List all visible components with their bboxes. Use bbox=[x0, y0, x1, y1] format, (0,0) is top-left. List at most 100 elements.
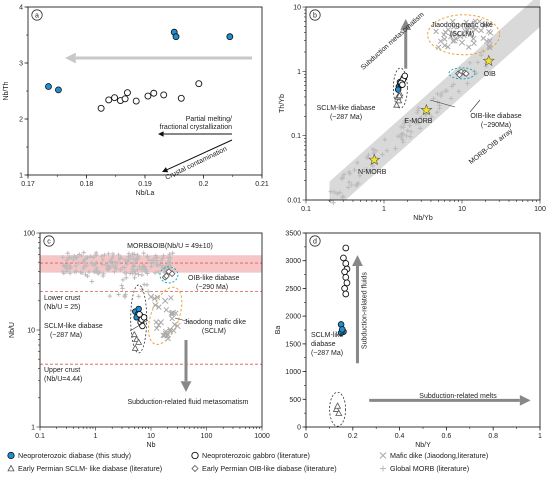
data-point-gabbro bbox=[342, 290, 350, 298]
y-tick-label: 1000 bbox=[285, 369, 301, 376]
data-point-morb bbox=[126, 251, 132, 256]
data-point-sclm bbox=[396, 91, 403, 99]
data-point-morb bbox=[456, 89, 462, 94]
data-point-jiaodong bbox=[458, 22, 464, 29]
panel-letter: c bbox=[47, 239, 51, 246]
data-point-morb bbox=[136, 294, 141, 299]
data-point-morb bbox=[94, 252, 99, 258]
y-tick-label: 3000 bbox=[285, 258, 301, 265]
data-point-jiaodong bbox=[470, 35, 477, 42]
data-point-gabbro bbox=[341, 268, 348, 276]
data-point-morb bbox=[107, 293, 113, 299]
data-point-morb bbox=[408, 119, 414, 124]
trend-arrow-gray-head bbox=[65, 52, 76, 64]
clip-bottom bbox=[296, 200, 550, 230]
data-point-sclm bbox=[135, 338, 143, 345]
data-point-jiaodong bbox=[171, 321, 178, 328]
data-point-morb bbox=[160, 256, 165, 261]
data-point-jiaodong bbox=[450, 18, 456, 25]
data-point-morb bbox=[112, 269, 117, 274]
leader-sclm bbox=[129, 319, 149, 332]
data-point-morb bbox=[158, 258, 164, 264]
crustal-contamination-arrow-head bbox=[162, 167, 169, 173]
data-point-morb bbox=[339, 176, 345, 182]
data-point-jiaodong bbox=[482, 22, 488, 29]
data-point-morb bbox=[168, 255, 173, 261]
annotation-fluid-metasomatism: Subduction-related fluid metasomatism bbox=[127, 399, 248, 406]
y-tick-label: 10 bbox=[293, 5, 301, 12]
annotation-morb-oib: MORB&OIB(Nb/U = 49±10) bbox=[127, 243, 213, 250]
data-point-morb bbox=[116, 252, 121, 258]
data-point-diabase bbox=[55, 86, 62, 94]
data-point-jiaodong bbox=[437, 38, 444, 44]
data-point-morb bbox=[159, 263, 165, 268]
data-point-jiaodong bbox=[450, 38, 456, 44]
reference-label-nmorb: N-MORB bbox=[358, 169, 387, 176]
y-axis-label: Nb/U bbox=[9, 322, 16, 338]
x-tick-label: 10 bbox=[458, 206, 466, 213]
data-point-morb bbox=[407, 123, 413, 128]
data-point-morb bbox=[79, 270, 85, 276]
data-point-morb bbox=[89, 279, 94, 284]
data-point-jiaodong bbox=[465, 44, 472, 50]
data-point-morb bbox=[352, 167, 357, 173]
data-point-jiaodong bbox=[449, 30, 456, 37]
data-point-morb bbox=[119, 283, 124, 288]
x-tick-label: 0.4 bbox=[395, 433, 405, 440]
data-point-morb bbox=[100, 257, 106, 263]
reference-star bbox=[482, 54, 495, 67]
data-point-morb bbox=[120, 277, 126, 283]
data-point-sclm bbox=[332, 405, 340, 412]
fluid-metasomatism-arrow-head bbox=[180, 381, 192, 392]
data-point-morb bbox=[94, 265, 100, 271]
data-point-gabbro bbox=[105, 96, 113, 104]
annotation-subduction-metasomatism: Subduction metasomatism bbox=[360, 11, 426, 72]
data-point-oib bbox=[163, 272, 170, 280]
data-point-morb bbox=[382, 137, 388, 142]
data-point-morb bbox=[61, 271, 66, 276]
legend-label: Neoproterozoic diabase (this study) bbox=[18, 451, 131, 460]
data-point-gabbro bbox=[401, 72, 409, 80]
data-point-morb bbox=[151, 260, 157, 266]
data-point-sclm bbox=[395, 97, 403, 104]
data-point-morb bbox=[429, 114, 434, 120]
data-point-gabbro bbox=[160, 91, 168, 99]
data-point-gabbro bbox=[399, 81, 406, 88]
data-point-jiaodong bbox=[154, 294, 161, 301]
plot-frame bbox=[305, 6, 541, 201]
data-point-morb bbox=[373, 148, 379, 154]
data-point-morb bbox=[118, 267, 123, 273]
data-point-morb bbox=[354, 183, 359, 189]
data-point-morb bbox=[115, 260, 121, 266]
data-point-sclm bbox=[7, 464, 15, 472]
y-tick-label: 2 bbox=[19, 117, 23, 124]
data-point-morb bbox=[366, 152, 371, 158]
data-point-morb bbox=[156, 262, 162, 267]
data-point-gabbro bbox=[342, 273, 350, 281]
annotation-crustal-contamination: Crustal contamination bbox=[164, 146, 228, 182]
data-point-morb bbox=[96, 271, 101, 276]
data-point-morb bbox=[126, 257, 132, 262]
data-point-morb bbox=[60, 255, 65, 260]
data-point-morb bbox=[122, 265, 127, 270]
data-point-jiaodong bbox=[168, 310, 175, 316]
data-point-gabbro bbox=[342, 260, 350, 267]
panel-b: 0.1 1 10 1000.010.1110Nb/YbTh/YbN-MORBE-MOR… bbox=[279, 0, 550, 230]
data-point-morb bbox=[86, 269, 92, 275]
y-tick-label: 0 bbox=[297, 425, 301, 432]
subduction-metasomatism-arrow-head bbox=[400, 19, 412, 30]
annotation-subduction-fluids: Subduction-related fluids bbox=[361, 272, 368, 350]
data-point-morb bbox=[130, 264, 136, 269]
data-point-morb bbox=[364, 167, 370, 172]
annotation-jiaodong: Jiaodong mafic dike bbox=[184, 319, 246, 326]
y-axis-label: Nb/Th bbox=[3, 81, 10, 100]
y-tick-label: 2500 bbox=[285, 286, 301, 293]
data-point-morb bbox=[131, 263, 137, 268]
data-point-morb bbox=[123, 275, 129, 280]
data-point-morb bbox=[434, 109, 440, 115]
data-point-jiaodong bbox=[463, 19, 469, 26]
data-point-morb bbox=[349, 182, 354, 188]
data-point-morb bbox=[465, 81, 470, 86]
